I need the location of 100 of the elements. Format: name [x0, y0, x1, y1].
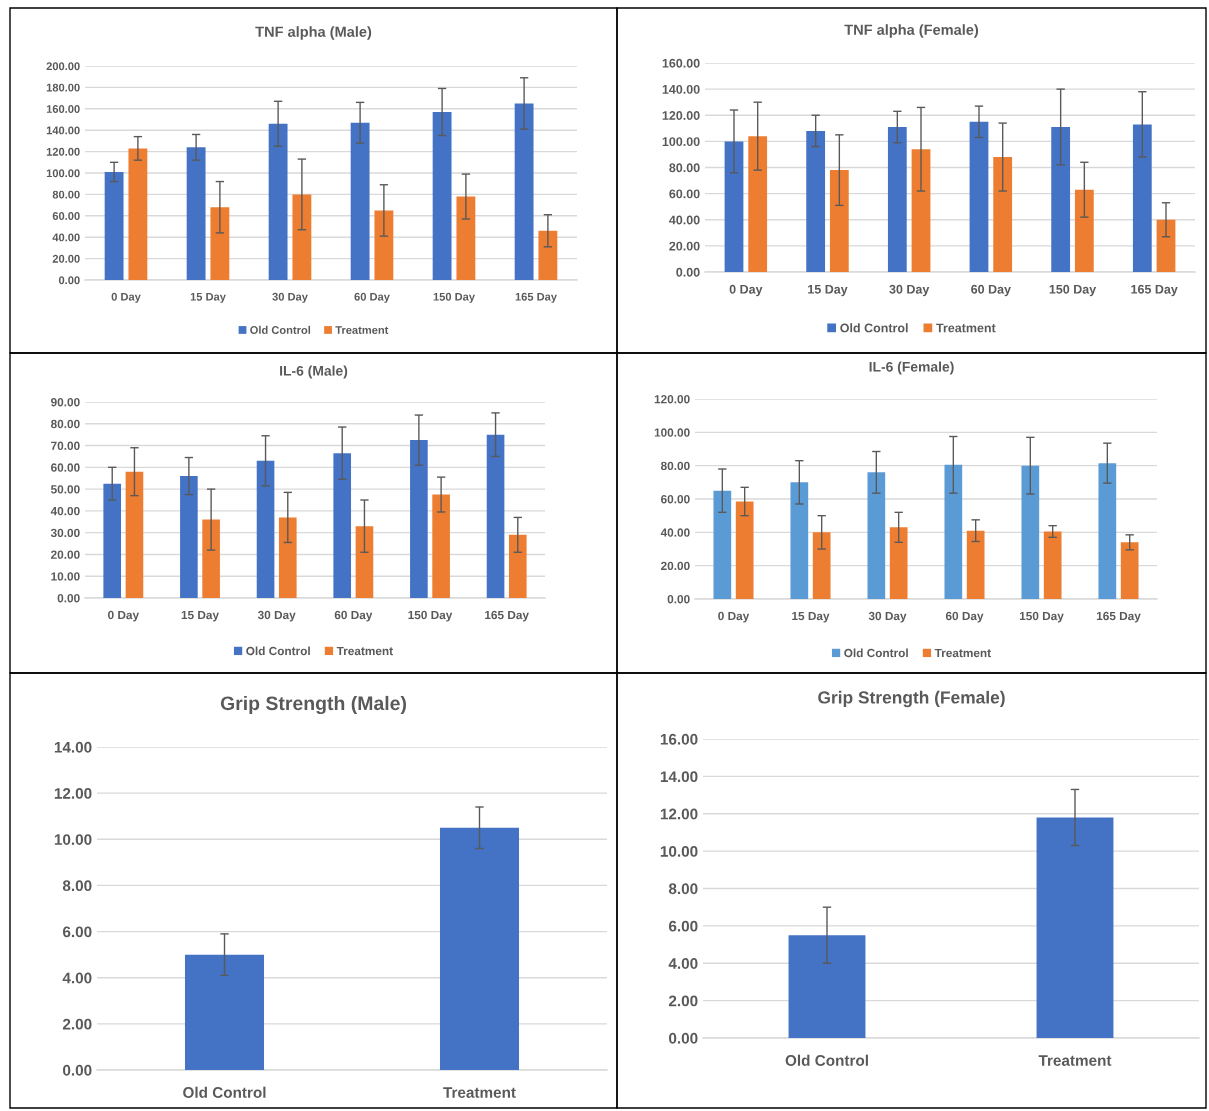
y-tick-label: 80.00 — [50, 419, 80, 429]
y-tick-label: 60.00 — [669, 189, 700, 199]
y-tick-label: 10.00 — [54, 834, 92, 845]
bar — [104, 171, 124, 280]
bar — [210, 207, 230, 280]
y-tick-label: 160.00 — [46, 105, 80, 113]
chart-title: IL-6 (Male) — [280, 365, 348, 379]
x-tick-label: 0 Day — [729, 284, 763, 297]
bar — [887, 127, 907, 272]
y-tick-label: 0.00 — [57, 594, 80, 603]
bar — [514, 103, 534, 280]
legend-label: Treatment — [936, 323, 996, 333]
legend-label: Treatment — [336, 646, 393, 656]
y-tick-label: 20.00 — [52, 254, 80, 263]
y-tick-label: 140.00 — [46, 126, 80, 135]
y-tick-label: 2.00 — [62, 1018, 92, 1030]
bar — [538, 230, 558, 280]
legend-label: Old Control — [246, 646, 310, 656]
y-tick-label: 30.00 — [50, 528, 80, 538]
y-tick-label: 40.00 — [50, 506, 80, 516]
bar — [735, 501, 754, 599]
y-tick-label: 20.00 — [51, 550, 80, 559]
bar — [374, 210, 394, 280]
x-tick-label: 0 Day — [718, 611, 750, 623]
x-tick-label: 165 Day — [1096, 611, 1141, 623]
bar — [1074, 189, 1094, 272]
x-tick-label: 0 Day — [111, 292, 141, 303]
y-tick-label: 8.00 — [62, 880, 92, 892]
bar — [1120, 542, 1139, 599]
bar — [456, 196, 476, 280]
y-tick-label: 90.00 — [51, 398, 80, 407]
x-tick-label: 150 Day — [433, 292, 475, 303]
bar — [292, 194, 312, 280]
bar — [268, 123, 288, 280]
y-tick-label: 12.00 — [660, 808, 698, 820]
y-tick-label: 10.00 — [51, 572, 80, 581]
y-tick-label: 40.00 — [660, 528, 690, 537]
x-tick-label: 150 Day — [1049, 284, 1097, 297]
bar — [966, 530, 985, 599]
y-tick-label: 0.00 — [676, 267, 700, 277]
bar — [829, 170, 849, 272]
x-tick-label: 30 Day — [889, 284, 930, 297]
y-tick-label: 20.00 — [661, 561, 690, 571]
bar — [355, 526, 374, 598]
bar — [1043, 531, 1062, 599]
y-tick-label: 80.00 — [52, 190, 80, 199]
y-tick-label: 60.00 — [661, 495, 690, 504]
chart-title: Grip Strength (Male) — [220, 695, 406, 715]
chart-title: IL-6 (Female) — [869, 361, 954, 375]
y-tick-label: 60.00 — [52, 212, 80, 220]
legend-label: Treatment — [934, 648, 991, 658]
bar — [1051, 127, 1071, 272]
y-tick-label: 8.00 — [668, 883, 698, 895]
bar — [790, 482, 809, 599]
legend-label: Treatment — [335, 326, 389, 334]
y-tick-label: 6.00 — [62, 926, 92, 938]
bar — [350, 122, 370, 280]
y-tick-label: 16.00 — [660, 733, 698, 745]
x-tick-label: 165 Day — [515, 292, 557, 303]
y-tick-label: 120.00 — [46, 147, 80, 156]
y-tick-label: 70.00 — [51, 441, 80, 450]
x-tick-label: 15 Day — [792, 611, 830, 623]
bar — [1156, 219, 1176, 272]
bar — [724, 141, 744, 272]
x-tick-label: 60 Day — [971, 284, 1011, 297]
y-tick-label: 2.00 — [668, 995, 698, 1007]
bar — [125, 471, 144, 598]
legend-label: Old Control — [840, 323, 908, 333]
bar — [748, 136, 768, 272]
y-tick-label: 120.00 — [662, 111, 700, 120]
y-tick-label: 0.00 — [669, 1032, 698, 1044]
bar — [944, 464, 963, 599]
bar — [1132, 124, 1152, 272]
x-tick-label: 30 Day — [257, 610, 296, 622]
y-tick-label: 40.00 — [52, 233, 80, 242]
y-tick-label: 0.00 — [63, 1064, 92, 1076]
bar — [103, 483, 122, 598]
x-tick-label: 60 Day — [354, 292, 390, 303]
bar — [806, 130, 826, 272]
x-tick-label: 150 Day — [1019, 611, 1064, 623]
y-tick-label: 40.00 — [669, 215, 700, 225]
x-tick-label: 0 Day — [108, 610, 140, 622]
bar — [410, 440, 428, 598]
x-tick-label: 15 Day — [808, 284, 848, 297]
bar — [256, 460, 275, 598]
x-tick-label: 15 Day — [190, 292, 226, 303]
y-tick-label: 4.00 — [668, 958, 698, 969]
y-tick-label: 100.00 — [46, 169, 80, 178]
chart-title: TNF alpha (Male) — [255, 26, 372, 40]
y-tick-label: 80.00 — [669, 163, 700, 173]
y-tick-label: 10.00 — [660, 845, 698, 857]
bar — [486, 434, 505, 598]
bar — [432, 494, 450, 598]
y-tick-label: 80.00 — [660, 461, 690, 471]
y-tick-label: 50.00 — [50, 485, 80, 494]
bar — [993, 157, 1013, 272]
bar — [911, 149, 931, 272]
x-tick-label: 60 Day — [334, 610, 373, 622]
bar — [812, 532, 831, 599]
bar — [713, 490, 732, 599]
